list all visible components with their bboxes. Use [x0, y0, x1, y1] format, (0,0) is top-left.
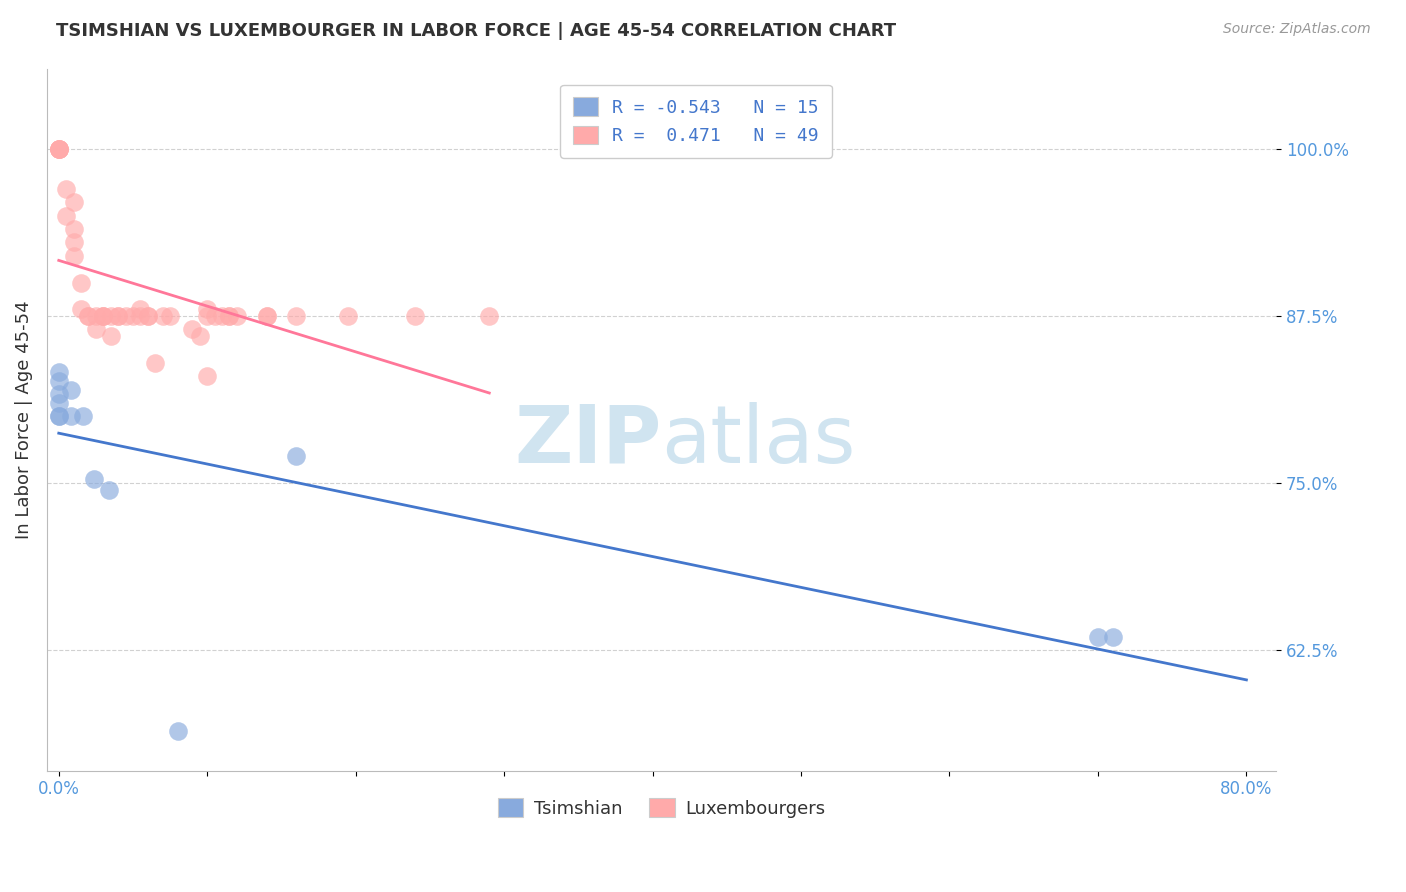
- Point: [152, 309, 174, 323]
- Text: Source: ZipAtlas.com: Source: ZipAtlas.com: [1223, 22, 1371, 37]
- Text: TSIMSHIAN VS LUXEMBOURGER IN LABOR FORCE | AGE 45-54 CORRELATION CHART: TSIMSHIAN VS LUXEMBOURGER IN LABOR FORCE…: [56, 22, 897, 40]
- Point: [166, 723, 188, 738]
- Point: [48, 386, 70, 401]
- Point: [48, 142, 70, 156]
- Point: [1087, 630, 1109, 644]
- Point: [337, 309, 360, 323]
- Point: [159, 309, 181, 323]
- Text: atlas: atlas: [661, 401, 856, 480]
- Point: [48, 375, 70, 389]
- Point: [100, 329, 122, 343]
- Point: [48, 409, 70, 424]
- Point: [62, 235, 84, 250]
- Point: [83, 472, 105, 486]
- Point: [136, 309, 159, 323]
- Point: [91, 309, 114, 323]
- Point: [195, 369, 218, 384]
- Point: [285, 309, 308, 323]
- Point: [70, 276, 93, 290]
- Point: [107, 309, 129, 323]
- Point: [256, 309, 278, 323]
- Point: [256, 309, 278, 323]
- Point: [136, 309, 159, 323]
- Point: [1101, 630, 1123, 644]
- Point: [107, 309, 129, 323]
- Point: [59, 409, 82, 424]
- Point: [143, 356, 166, 370]
- Point: [84, 322, 107, 336]
- Point: [129, 302, 152, 317]
- Point: [62, 249, 84, 263]
- Point: [226, 309, 249, 323]
- Point: [48, 142, 70, 156]
- Point: [48, 365, 70, 379]
- Point: [129, 309, 152, 323]
- Point: [114, 309, 136, 323]
- Point: [62, 222, 84, 236]
- Point: [285, 450, 308, 464]
- Point: [181, 322, 204, 336]
- Point: [72, 409, 94, 424]
- Point: [91, 309, 114, 323]
- Point: [98, 483, 121, 497]
- Point: [204, 309, 226, 323]
- Point: [48, 142, 70, 156]
- Point: [48, 142, 70, 156]
- Point: [59, 383, 82, 397]
- Point: [91, 309, 114, 323]
- Point: [77, 309, 100, 323]
- Point: [188, 329, 211, 343]
- Point: [48, 396, 70, 410]
- Point: [218, 309, 240, 323]
- Point: [48, 142, 70, 156]
- Legend: Tsimshian, Luxembourgers: Tsimshian, Luxembourgers: [491, 791, 832, 825]
- Y-axis label: In Labor Force | Age 45-54: In Labor Force | Age 45-54: [15, 301, 32, 539]
- Point: [55, 182, 77, 196]
- Point: [77, 309, 100, 323]
- Point: [404, 309, 426, 323]
- Point: [195, 302, 218, 317]
- Point: [218, 309, 240, 323]
- Point: [211, 309, 233, 323]
- Point: [100, 309, 122, 323]
- Point: [70, 302, 93, 317]
- Point: [55, 209, 77, 223]
- Point: [62, 195, 84, 210]
- Text: ZIP: ZIP: [515, 401, 661, 480]
- Point: [478, 309, 501, 323]
- Point: [122, 309, 145, 323]
- Point: [84, 309, 107, 323]
- Point: [195, 309, 218, 323]
- Point: [48, 409, 70, 424]
